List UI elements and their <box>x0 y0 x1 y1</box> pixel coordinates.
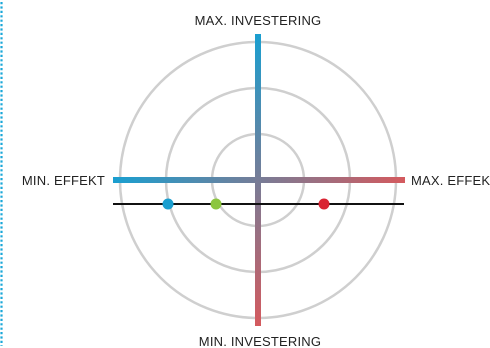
label-right: MAX. EFFEK <box>411 173 490 188</box>
green-marker <box>210 198 222 210</box>
label-bottom: MIN. INVESTERING <box>199 334 321 348</box>
label-top: MAX. INVESTERING <box>195 13 322 28</box>
blue-marker <box>162 198 174 210</box>
red-marker <box>318 198 330 210</box>
label-left: MIN. EFFEKT <box>22 173 105 188</box>
